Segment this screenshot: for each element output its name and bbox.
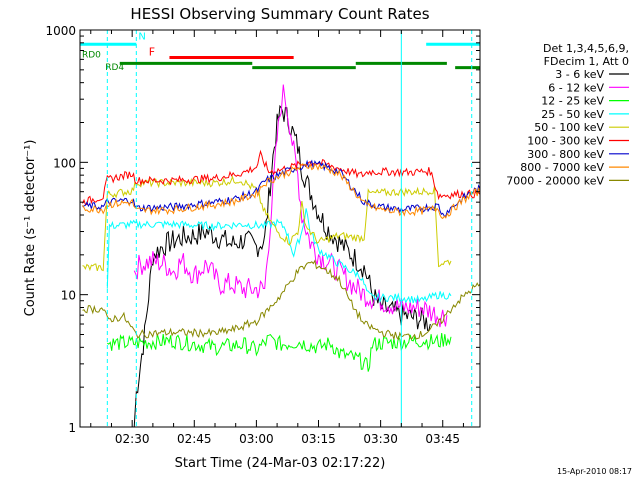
legend-header: Det 1,3,4,5,6,9, bbox=[543, 42, 629, 55]
y-tick-label: 1000 bbox=[45, 24, 76, 38]
flag-label: N bbox=[138, 31, 145, 42]
y-axis: 1 10 100 1000 bbox=[45, 24, 480, 435]
series-layer bbox=[82, 84, 481, 428]
legend-label: 300 - 800 keV bbox=[527, 148, 604, 161]
x-tick-label: 03:00 bbox=[239, 432, 274, 446]
legend-label: 50 - 100 keV bbox=[534, 121, 604, 134]
series-line bbox=[82, 149, 481, 206]
series-line bbox=[106, 208, 452, 304]
x-tick-label: 03:15 bbox=[301, 432, 336, 446]
x-tick-label: 02:30 bbox=[115, 432, 150, 446]
legend-header: FDecim 1, Att 0 bbox=[544, 55, 629, 68]
legend-label: 12 - 25 keV bbox=[541, 95, 604, 108]
chart-title: HESSI Observing Summary Count Rates bbox=[130, 5, 429, 23]
x-tick-label: 03:45 bbox=[425, 432, 460, 446]
footer-timestamp: 15-Apr-2010 08:17 bbox=[557, 467, 632, 476]
legend-label: 25 - 50 keV bbox=[541, 108, 604, 121]
y-tick-label: 1 bbox=[68, 421, 76, 435]
series-line bbox=[107, 333, 452, 372]
y-axis-label: Count Rate (s⁻¹ detector⁻¹) bbox=[23, 140, 38, 317]
legend-label: 6 - 12 keV bbox=[548, 81, 604, 94]
series-line bbox=[82, 162, 481, 220]
flag-label: RD4 bbox=[105, 63, 124, 73]
legend: Det 1,3,4,5,6,9,FDecim 1, Att 03 - 6 keV… bbox=[506, 42, 629, 187]
x-tick-label: 03:30 bbox=[363, 432, 398, 446]
legend-label: 800 - 7000 keV bbox=[520, 161, 604, 174]
series-line bbox=[82, 175, 452, 272]
flag-label: F bbox=[149, 46, 155, 59]
x-axis-label: Start Time (24-Mar-03 02:17:22) bbox=[175, 456, 386, 471]
series-line bbox=[82, 259, 481, 341]
x-tick-label: 02:45 bbox=[177, 432, 212, 446]
legend-label: 3 - 6 keV bbox=[555, 68, 604, 81]
flag-label: RD0 bbox=[82, 50, 101, 60]
legend-label: 7000 - 20000 keV bbox=[506, 174, 604, 187]
y-tick-label: 10 bbox=[61, 289, 76, 303]
series-line bbox=[82, 159, 481, 217]
annotation-layer: NF RD0 RD4 bbox=[80, 30, 480, 427]
legend-label: 100 - 300 keV bbox=[527, 135, 604, 148]
plot-frame bbox=[79, 29, 481, 428]
x-axis: 02:30 02:45 03:00 03:15 03:30 03:45 bbox=[90, 30, 464, 446]
series-line bbox=[133, 84, 448, 328]
y-tick-label: 100 bbox=[53, 156, 76, 170]
